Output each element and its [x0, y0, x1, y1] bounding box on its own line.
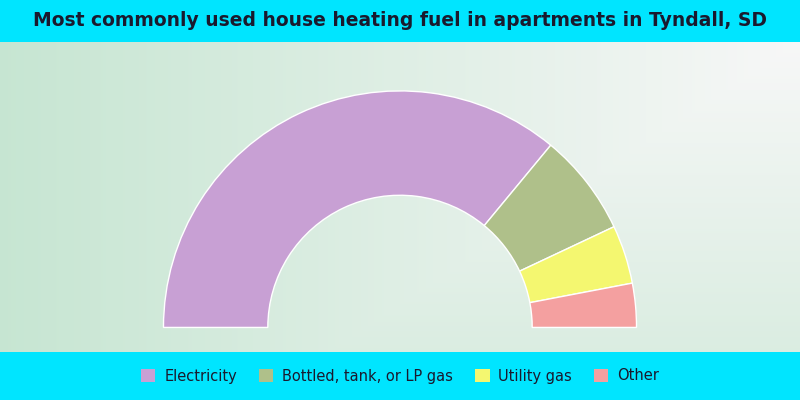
Wedge shape [163, 91, 550, 328]
Wedge shape [519, 227, 632, 303]
Legend: Electricity, Bottled, tank, or LP gas, Utility gas, Other: Electricity, Bottled, tank, or LP gas, U… [141, 368, 659, 384]
Wedge shape [484, 145, 614, 271]
Wedge shape [530, 283, 637, 328]
Text: Most commonly used house heating fuel in apartments in Tyndall, SD: Most commonly used house heating fuel in… [33, 12, 767, 30]
